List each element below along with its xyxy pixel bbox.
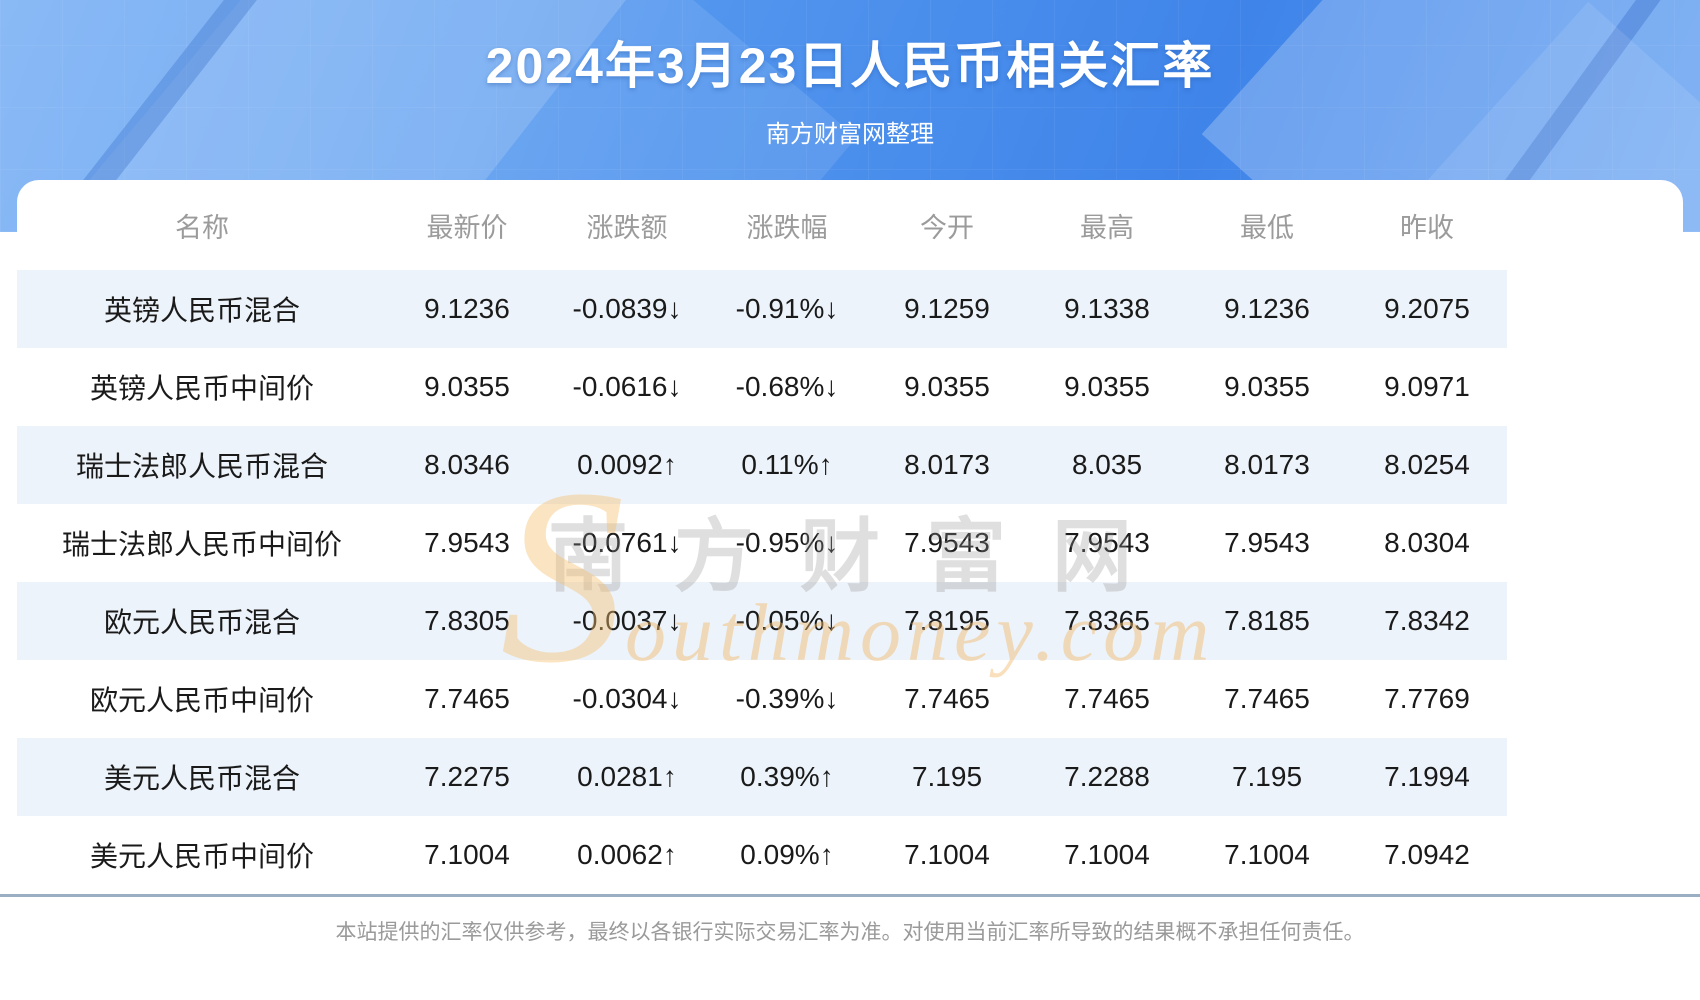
prev-close-price: 9.0971 (1384, 371, 1470, 402)
table-row: 英镑人民币中间价 9.0355 -0.0616↓ -0.68%↓ 9.0355 … (17, 348, 1507, 426)
latest-price: 9.0355 (424, 371, 510, 402)
page-title: 2024年3月23日人民币相关汇率 (485, 38, 1215, 94)
open-price: 7.1004 (904, 839, 990, 870)
rates-card: 名称 最新价 涨跌额 涨跌幅 今开 最高 最低 昨收 英镑人民币混合 9.1236 -0.08… (17, 180, 1683, 894)
currency-pair-name: 欧元人民币中间价 (89, 685, 314, 716)
change-percent: -0.91%↓ (707, 270, 867, 348)
low-price: 9.0355 (1224, 371, 1310, 402)
currency-pair-name: 美元人民币混合 (17, 738, 387, 816)
table-header-row: 名称 最新价 涨跌额 涨跌幅 今开 最高 最低 昨收 (17, 180, 1507, 270)
change-percent: -0.05%↓ (707, 582, 867, 660)
currency-pair-name: 英镑人民币混合 (17, 270, 387, 348)
open-price: 7.195 (867, 738, 1027, 816)
low-price: 7.195 (1187, 738, 1347, 816)
latest-price: 9.1236 (387, 270, 547, 348)
prev-close-price: 8.0304 (1384, 527, 1470, 558)
currency-pair-name: 美元人民币中间价 (89, 841, 314, 872)
high-price: 7.9543 (1064, 527, 1150, 558)
latest-price: 7.9543 (424, 527, 510, 558)
table-row: 美元人民币混合 7.2275 0.0281↑ 0.39%↑ 7.195 7.22… (17, 738, 1507, 816)
change-percent: -0.39%↓ (735, 683, 839, 714)
currency-pair-name: 瑞士法郎人民币中间价 (61, 529, 342, 560)
low-price: 9.1236 (1187, 270, 1347, 348)
change-percent: 0.09%↑ (740, 839, 834, 870)
change-amount: -0.0839↓ (547, 270, 707, 348)
table-row: 英镑人民币混合 9.1236 -0.0839↓ -0.91%↓ 9.1259 9… (17, 270, 1507, 348)
column-header-5: 最高 (1080, 212, 1134, 243)
currency-pair-name: 英镑人民币中间价 (89, 373, 314, 404)
change-amount: 0.0281↑ (547, 738, 707, 816)
table-row: 瑞士法郎人民币中间价 7.9543 -0.0761↓ -0.95%↓ 7.954… (17, 504, 1507, 582)
change-amount: -0.0761↓ (572, 527, 682, 558)
latest-price: 7.7465 (424, 683, 510, 714)
low-price: 7.9543 (1224, 527, 1310, 558)
column-header-4: 今开 (920, 212, 974, 243)
prev-close-price: 8.0254 (1347, 426, 1507, 504)
change-percent: 0.11%↑ (707, 426, 867, 504)
table-row: 欧元人民币混合 7.8305 -0.0037↓ -0.05%↓ 7.8195 7… (17, 582, 1507, 660)
column-header-7: 昨收 (1400, 212, 1454, 243)
open-price: 7.9543 (904, 527, 990, 558)
change-amount: -0.0037↓ (547, 582, 707, 660)
low-price: 7.7465 (1224, 683, 1310, 714)
table-row: 欧元人民币中间价 7.7465 -0.0304↓ -0.39%↓ 7.7465 … (17, 660, 1507, 738)
high-price: 7.8365 (1027, 582, 1187, 660)
currency-pair-name: 瑞士法郎人民币混合 (17, 426, 387, 504)
prev-close-price: 7.1994 (1347, 738, 1507, 816)
high-price: 7.1004 (1064, 839, 1150, 870)
column-header-3: 涨跌幅 (746, 212, 828, 243)
change-percent: -0.95%↓ (735, 527, 839, 558)
open-price: 9.1259 (867, 270, 1027, 348)
column-header-6: 最低 (1240, 212, 1294, 243)
latest-price: 8.0346 (387, 426, 547, 504)
prev-close-price: 7.8342 (1347, 582, 1507, 660)
change-amount: 0.0062↑ (577, 839, 677, 870)
table-row: 瑞士法郎人民币混合 8.0346 0.0092↑ 0.11%↑ 8.0173 8… (17, 426, 1507, 504)
column-header-0: 名称 (175, 212, 229, 243)
latest-price: 7.1004 (424, 839, 510, 870)
rates-table: 名称 最新价 涨跌额 涨跌幅 今开 最高 最低 昨收 英镑人民币混合 9.1236 -0.08… (17, 180, 1507, 894)
latest-price: 7.8305 (387, 582, 547, 660)
table-row: 美元人民币中间价 7.1004 0.0062↑ 0.09%↑ 7.1004 7.… (17, 816, 1507, 894)
prev-close-price: 9.2075 (1347, 270, 1507, 348)
low-price: 7.8185 (1187, 582, 1347, 660)
open-price: 7.7465 (904, 683, 990, 714)
rates-table-body: 英镑人民币混合 9.1236 -0.0839↓ -0.91%↓ 9.1259 9… (17, 270, 1507, 894)
column-header-2: 涨跌额 (586, 212, 668, 243)
high-price: 7.2288 (1027, 738, 1187, 816)
change-percent: 0.39%↑ (707, 738, 867, 816)
low-price: 8.0173 (1187, 426, 1347, 504)
change-amount: -0.0304↓ (572, 683, 682, 714)
high-price: 7.7465 (1064, 683, 1150, 714)
change-percent: -0.68%↓ (735, 371, 839, 402)
prev-close-price: 7.7769 (1384, 683, 1470, 714)
change-amount: -0.0616↓ (572, 371, 682, 402)
currency-pair-name: 欧元人民币混合 (17, 582, 387, 660)
footer-divider (0, 894, 1700, 897)
page-subtitle: 南方财富网整理 (766, 121, 934, 148)
high-price: 8.035 (1027, 426, 1187, 504)
open-price: 7.8195 (867, 582, 1027, 660)
latest-price: 7.2275 (387, 738, 547, 816)
open-price: 9.0355 (904, 371, 990, 402)
disclaimer-text: 本站提供的汇率仅供参考，最终以各银行实际交易汇率为准。对使用当前汇率所导致的结果… (335, 921, 1365, 944)
change-amount: 0.0092↑ (547, 426, 707, 504)
column-header-1: 最新价 (426, 212, 508, 243)
high-price: 9.0355 (1064, 371, 1150, 402)
high-price: 9.1338 (1027, 270, 1187, 348)
open-price: 8.0173 (867, 426, 1027, 504)
low-price: 7.1004 (1224, 839, 1310, 870)
prev-close-price: 7.0942 (1384, 839, 1470, 870)
